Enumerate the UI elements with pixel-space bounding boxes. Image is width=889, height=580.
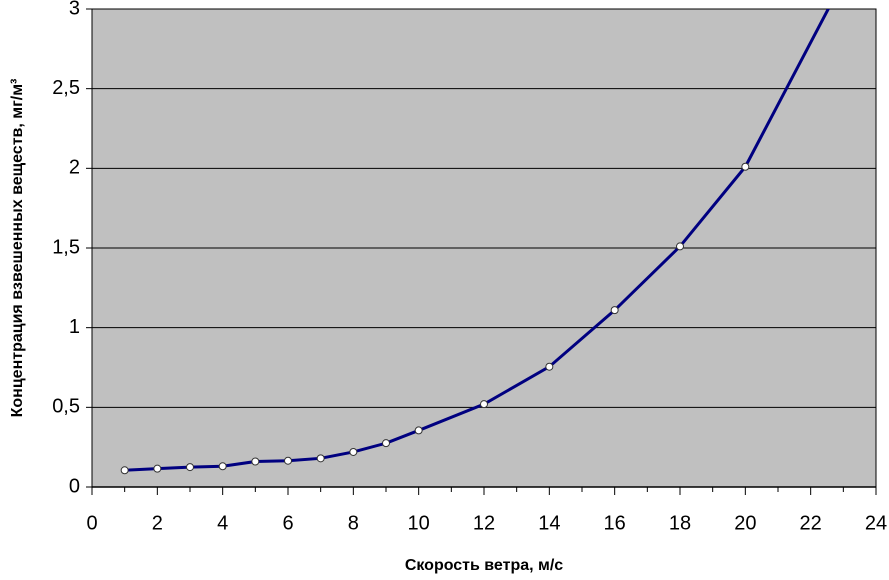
data-point	[153, 464, 162, 473]
x-tick-label: 18	[669, 512, 691, 534]
data-point	[349, 447, 358, 456]
data-point	[251, 457, 260, 466]
y-tick-label: 1	[69, 316, 80, 338]
data-point	[186, 463, 194, 472]
data-point	[480, 400, 488, 409]
data-point	[316, 454, 325, 463]
y-tick-label: 3	[69, 0, 80, 19]
data-point	[218, 462, 227, 471]
x-tick-label: 24	[865, 512, 887, 534]
x-tick-label: 8	[348, 512, 359, 534]
y-tick-label: 0	[69, 475, 80, 497]
x-tick-label: 2	[152, 512, 163, 534]
x-tick-label: 14	[538, 512, 560, 534]
x-tick-label: 16	[604, 512, 626, 534]
x-tick-label: 12	[473, 512, 495, 534]
y-tick-label: 2,5	[52, 77, 80, 99]
data-point	[610, 306, 619, 315]
x-axis-title: Скорость ветра, м/с	[405, 557, 563, 574]
y-axis-title: Концентрация взвешенных веществ, мг/м³	[9, 79, 26, 418]
y-tick-label: 2	[69, 157, 80, 179]
x-tick-label: 22	[800, 512, 822, 534]
data-point	[382, 439, 390, 448]
data-point	[414, 426, 423, 435]
data-point	[284, 456, 292, 465]
data-point	[676, 242, 684, 251]
x-tick-label: 4	[217, 512, 228, 534]
x-tick-label: 0	[86, 512, 97, 534]
y-tick-label: 1,5	[52, 236, 80, 258]
x-tick-label: 20	[734, 512, 756, 534]
x-tick-label: 10	[408, 512, 430, 534]
data-point	[741, 162, 750, 171]
plot-content	[120, 9, 830, 475]
x-tick-label: 6	[282, 512, 293, 534]
data-point	[120, 466, 129, 475]
data-line	[124, 9, 830, 472]
data-point	[545, 362, 554, 371]
y-tick-label: 0,5	[52, 396, 80, 418]
